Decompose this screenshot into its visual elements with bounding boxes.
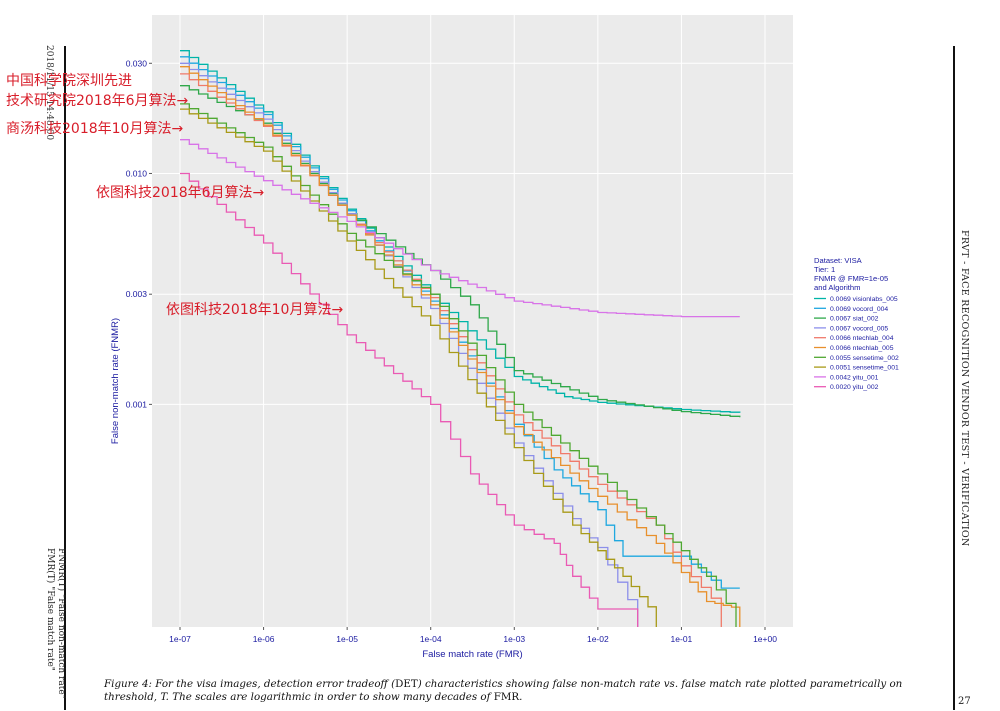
annotation-1-line1: 中国科学院深圳先进 (6, 73, 132, 89)
legend-label-vocord_004: 0.0069 vocord_004 (830, 306, 888, 313)
plot-panel (152, 15, 793, 627)
caption-det: DET (395, 678, 418, 690)
margin-fnmr-definition: FNMR(T) "False non-match rate" (56, 548, 66, 699)
legend-label-sensetime_002: 0.0055 sensetime_002 (830, 355, 899, 362)
legend-title-1: Tier: 1 (814, 265, 835, 274)
figure-caption: Figure 4: For the visa images, detection… (104, 678, 944, 704)
x-tick-label-2: 1e-05 (336, 634, 358, 644)
x-tick-label-3: 1e-04 (420, 634, 442, 644)
legend-label-vocord_005: 0.0067 vocord_005 (830, 325, 888, 332)
x-tick-label-6: 1e-01 (671, 634, 693, 644)
margin-definitions: FNMR(T) "False non-match rate" FMR(T) "F… (36, 548, 66, 699)
page-number: 27 (958, 696, 971, 707)
legend-label-siat_002: 0.0067 siat_002 (830, 316, 879, 323)
x-axis-label: False match rate (FMR) (422, 649, 522, 660)
legend-label-yitu_002: 0.0020 yitu_002 (830, 384, 879, 391)
legend-title-0: Dataset: VISA (814, 256, 863, 265)
annotation-2: 商汤科技2018年10月算法→ (6, 121, 184, 137)
annotation-1-line2: 技术研究院2018年6月算法→ (6, 93, 189, 109)
caption-prefix: Figure 4: (104, 678, 152, 690)
caption-text-1: For the visa images, detection error tra… (151, 678, 396, 690)
series-lines (180, 50, 741, 627)
x-tick-label-7: 1e+00 (753, 634, 777, 644)
legend-title-3: and Algorithm (814, 283, 860, 292)
series-line-vocord_004 (180, 56, 740, 589)
legend-label-visionlabs_005: 0.0069 visionlabs_005 (830, 296, 898, 303)
page-rule-right (953, 46, 955, 710)
y-tick-label-0: 0.030 (126, 58, 148, 68)
legend-label-ntechlab_005: 0.0066 ntechlab_005 (830, 345, 894, 352)
running-header-text: FRVT - FACE RECOGNITION VENDOR TEST - VE… (959, 230, 970, 547)
y-tick-label-1: 0.010 (126, 168, 148, 178)
caption-text-3: . (519, 691, 523, 703)
legend-label-yitu_001: 0.0042 yitu_001 (830, 374, 879, 381)
x-tick-label-0: 1e-07 (169, 634, 191, 644)
det-chart: 1e-07 1e-06 1e-05 1e-04 1e-03 1e-02 1e-01 1e+00… (110, 15, 899, 660)
series-line-yitu_002 (180, 172, 639, 627)
x-tick-label-4: 1e-03 (503, 634, 525, 644)
series-line-ntechlab_005 (180, 66, 741, 627)
legend-label-sensetime_001: 0.0051 sensetime_001 (830, 365, 899, 372)
y-tick-label-2: 0.003 (126, 289, 148, 299)
axes: 1e-07 1e-06 1e-05 1e-04 1e-03 1e-02 1e-01 1e+00… (110, 58, 777, 660)
annotation-4: 依图科技2018年10月算法→ (166, 302, 344, 318)
series-line-sensetime_001 (180, 108, 657, 627)
annotation-1: 中国科学院深圳先进 技术研究院2018年6月算法→ (6, 70, 188, 110)
legend-label-ntechlab_004: 0.0066 ntechlab_004 (830, 335, 894, 342)
series-line-sensetime_002 (180, 103, 737, 627)
running-header: FRVT - FACE RECOGNITION VENDOR TEST - VE… (956, 230, 970, 547)
page-rule-left (64, 46, 66, 710)
caption-text-2: ) characteristics showing false non-matc… (104, 678, 903, 703)
panel-background (152, 15, 793, 627)
legend-title-2: FNMR @ FMR=1e-05 (814, 274, 888, 283)
x-tick-label-1: 1e-06 (253, 634, 275, 644)
y-axis-label: False non-match rate (FNMR) (110, 318, 121, 444)
margin-fmr-definition: FMR(T) "False match rate" (45, 548, 55, 671)
series-line-yitu_001 (180, 139, 740, 318)
y-tick-label-3: 0.001 (126, 399, 148, 409)
annotation-3: 依图科技2018年6月算法→ (96, 185, 265, 201)
caption-fmr: FMR (493, 691, 520, 703)
x-tick-label-5: 1e-02 (587, 634, 609, 644)
